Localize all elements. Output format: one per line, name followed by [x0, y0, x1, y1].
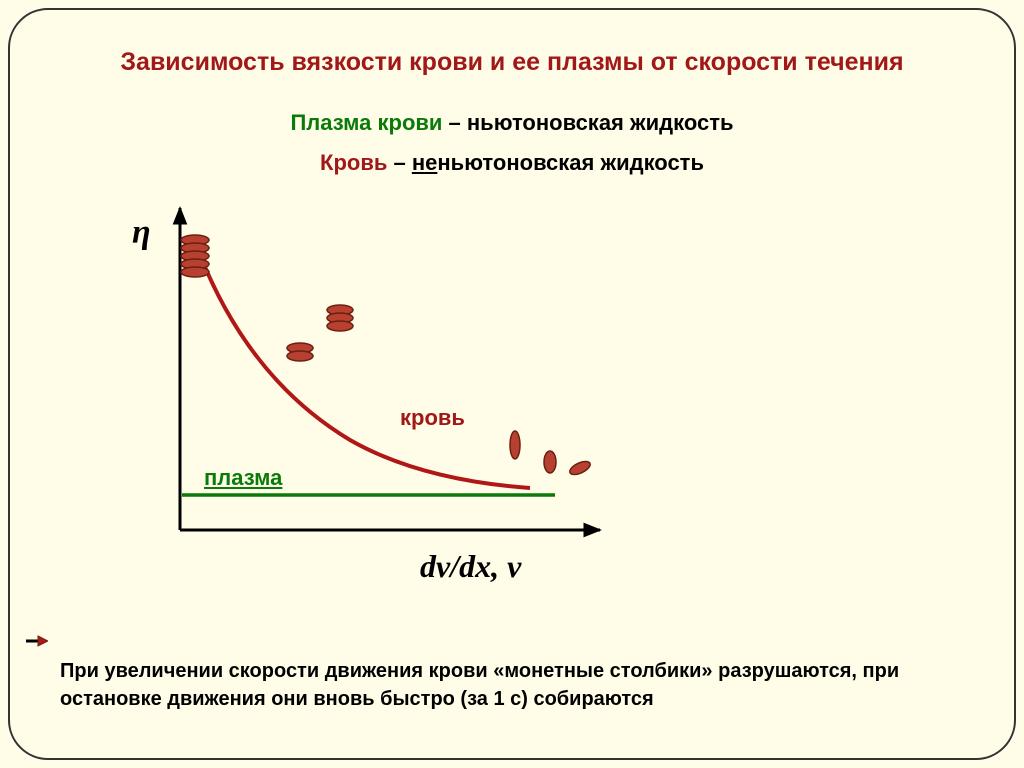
subtitle-blood-ne: не: [412, 150, 438, 175]
slide-title: Зависимость вязкости крови и ее плазмы о…: [0, 48, 1024, 77]
subtitle-plasma-term: Плазма крови: [290, 110, 442, 135]
plasma-line-label: плазма: [204, 465, 282, 491]
x-axis-label: dv/dx, v: [420, 548, 521, 585]
subtitle-plasma-desc: – ньютоновская жидкость: [442, 110, 733, 135]
subtitle-blood: Кровь – неньютоновская жидкость: [0, 150, 1024, 176]
viscosity-chart: η dv/dx, v кровь плазма: [120, 190, 640, 570]
chart-svg: [120, 190, 640, 570]
subtitle-plasma: Плазма крови – ньютоновская жидкость: [0, 110, 1024, 136]
subtitle-blood-dash: –: [387, 150, 411, 175]
subtitle-blood-term: Кровь: [320, 150, 387, 175]
bullet-icon: [24, 634, 48, 648]
subtitle-blood-desc: ньютоновская жидкость: [437, 150, 704, 175]
footer-note: При увеличении скорости движения крови «…: [60, 657, 964, 713]
blood-curve-label: кровь: [400, 405, 465, 431]
y-axis-label: η: [132, 214, 151, 252]
